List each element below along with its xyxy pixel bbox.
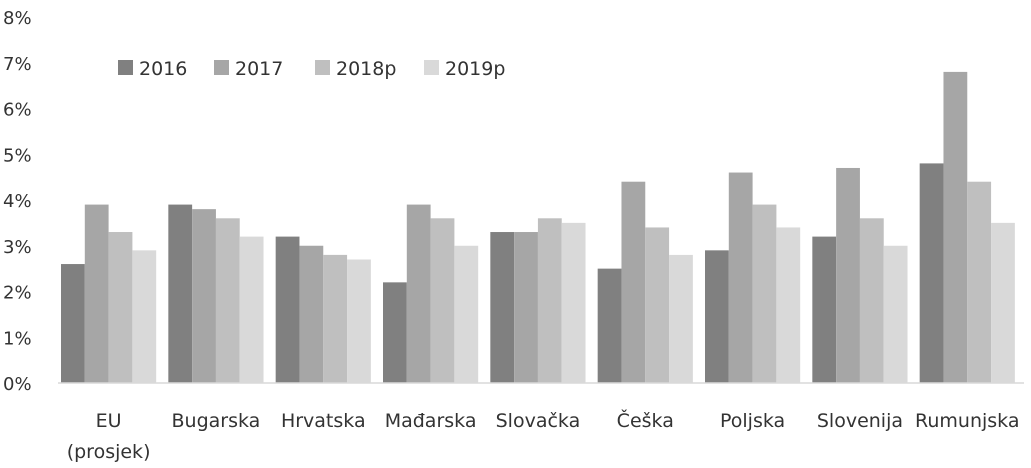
bar-2016-2 — [275, 236, 300, 383]
x-category-label: Poljska — [720, 410, 785, 432]
legend: 2016 2017 2018p 2019p — [118, 58, 505, 80]
bar-2016-8 — [919, 163, 944, 383]
bar-2018p-3 — [430, 218, 455, 383]
bar-2018p-8 — [967, 181, 992, 383]
bar-2017-7 — [836, 167, 860, 383]
legend-swatch-2017 — [214, 60, 229, 75]
bar-2016-0 — [61, 264, 85, 383]
y-tick-label: 3% — [3, 237, 32, 258]
bar-2019p-6 — [776, 227, 801, 383]
bar-2019p-7 — [883, 245, 908, 383]
bar-2017-0 — [84, 204, 109, 383]
bar-2017-2 — [299, 245, 324, 383]
legend-label-2019p: 2019p — [445, 58, 505, 80]
legend-label-2017: 2017 — [235, 58, 283, 80]
bar-2016-5 — [597, 268, 622, 384]
legend-label-2016: 2016 — [139, 58, 187, 80]
bars — [61, 71, 1015, 384]
y-tick-label: 4% — [3, 191, 32, 212]
y-tick-label: 6% — [3, 100, 32, 121]
y-tick-label: 7% — [3, 54, 32, 75]
bar-2017-5 — [621, 181, 646, 383]
legend-swatch-2018p — [315, 60, 330, 75]
x-category-label: Mađarska — [385, 410, 477, 432]
x-category-label: Slovenija — [817, 410, 903, 432]
x-category-label: Češka — [617, 408, 674, 432]
bar-2016-4 — [490, 232, 515, 383]
legend-swatch-2016 — [118, 60, 133, 75]
x-category-label: Bugarska — [172, 410, 261, 432]
bar-2016-3 — [383, 282, 407, 383]
x-category-label: Hrvatska — [281, 410, 366, 432]
bar-2018p-5 — [645, 227, 670, 383]
bar-2018p-2 — [323, 254, 348, 383]
y-tick-label: 5% — [3, 145, 32, 166]
y-tick-label: 1% — [3, 328, 32, 349]
y-tick-label: 2% — [3, 283, 32, 304]
bar-2019p-1 — [239, 236, 264, 383]
y-tick-label: 0% — [3, 374, 32, 395]
y-tick-label: 8% — [3, 8, 32, 29]
bar-2019p-2 — [347, 259, 371, 383]
bar-2018p-4 — [537, 218, 562, 383]
bar-2018p-0 — [108, 232, 133, 383]
bar-2016-6 — [705, 250, 729, 383]
bar-2016-7 — [812, 236, 837, 383]
bar-2019p-8 — [991, 222, 1015, 384]
bar-2018p-6 — [752, 204, 777, 383]
y-axis: 0% 1% 2% 3% 4% 5% 6% 7% 8% — [3, 8, 32, 395]
bar-2017-1 — [192, 209, 216, 383]
bar-2018p-7 — [859, 218, 884, 383]
legend-label-2018p: 2018p — [336, 58, 396, 80]
bar-2017-4 — [514, 232, 538, 383]
bar-2016-1 — [168, 204, 193, 383]
x-category-label: Rumunjska — [915, 410, 1019, 432]
bar-2017-6 — [728, 172, 753, 383]
bar-2017-8 — [943, 71, 968, 384]
legend-swatch-2019p — [424, 60, 439, 75]
x-category-label: EU — [96, 410, 122, 432]
x-category-label: Slovačka — [496, 410, 581, 432]
bar-2019p-0 — [132, 250, 157, 383]
bar-2019p-5 — [669, 254, 693, 383]
x-axis: EU (prosjek) Bugarska Hrvatska Mađarska Slova… — [67, 408, 1020, 463]
bar-2018p-1 — [215, 218, 240, 383]
bar-2017-3 — [406, 204, 431, 383]
bar-2019p-3 — [454, 245, 479, 383]
x-category-label: (prosjek) — [67, 441, 151, 463]
bar-2019p-4 — [561, 222, 586, 384]
